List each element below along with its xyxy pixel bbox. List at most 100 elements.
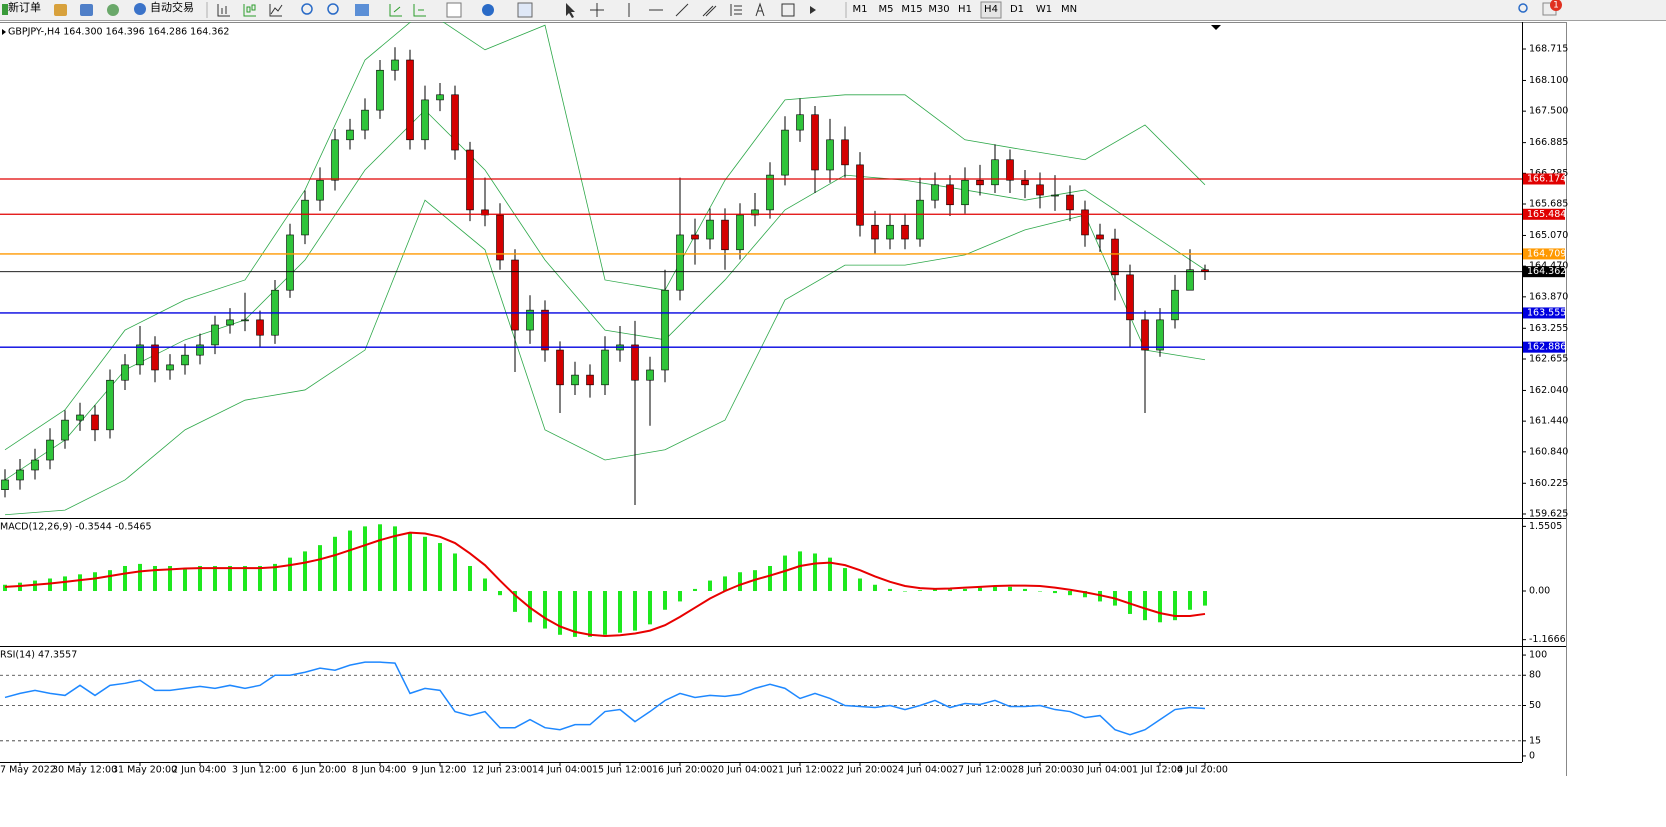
macd-bar (558, 591, 562, 635)
timeframe-button[interactable]: W1 (1036, 4, 1052, 15)
x-tick-label: 1 Jul 12:00 (1132, 765, 1183, 776)
x-tick-label: 22 Jun 20:00 (832, 765, 892, 776)
y-tick-label: 168.715 (1529, 44, 1568, 55)
candle-body (1036, 184, 1044, 196)
bar-chart-button[interactable] (217, 4, 230, 17)
candle-body (151, 344, 159, 371)
toolbar-icon[interactable] (80, 4, 93, 16)
x-tick-label: 6 Jun 20:00 (292, 765, 346, 776)
periods-button[interactable] (482, 4, 494, 16)
timeframe-button[interactable]: M15 (901, 4, 922, 15)
candle-body (46, 439, 54, 461)
toolbar-icon[interactable] (107, 4, 119, 16)
macd-bar (498, 591, 502, 596)
templates-button[interactable] (517, 2, 533, 18)
macd-bar (873, 584, 877, 592)
timeframe-button[interactable]: M5 (879, 4, 894, 15)
y-tick-label: 50 (1529, 700, 1541, 711)
macd-bar (288, 557, 292, 592)
price-level-label: 163.555 (1527, 307, 1566, 318)
x-tick-label: 12 Jun 23:00 (472, 765, 532, 776)
auto-trading-icon[interactable] (134, 3, 146, 15)
candle-body (1066, 194, 1074, 211)
crosshair-button[interactable] (590, 3, 604, 17)
macd-bar (63, 576, 67, 592)
autoscroll-button[interactable] (389, 4, 402, 17)
macd-bar (483, 578, 487, 592)
y-tick-label: 166.285 (1529, 168, 1568, 179)
candle-body (331, 139, 339, 181)
y-tick-label: 164.470 (1529, 261, 1568, 272)
toolbar-bg (0, 0, 1666, 20)
candle-body (826, 139, 834, 171)
macd-bar (633, 591, 637, 631)
candle-body (181, 354, 189, 366)
search-button[interactable] (1518, 3, 1528, 13)
timeframe-button[interactable]: D1 (1010, 4, 1024, 15)
macd-bar (693, 588, 697, 592)
candle-body (601, 349, 609, 386)
timeframe-button[interactable]: MN (1061, 4, 1077, 15)
candle-body (31, 459, 39, 471)
text-button[interactable] (755, 2, 765, 17)
new-order-icon[interactable] (2, 4, 8, 15)
macd-bar (303, 551, 307, 592)
zoom-in-button[interactable] (301, 3, 313, 15)
panel (0, 661, 1522, 742)
candle-body (1051, 194, 1059, 197)
line-chart-button[interactable] (269, 4, 283, 17)
x-tick-label: 2 Jun 04:00 (172, 765, 226, 776)
alert-badge[interactable] (1550, 0, 1562, 11)
y-tick-label: 168.100 (1529, 75, 1568, 86)
macd-bar (183, 568, 187, 592)
macd-signal (4, 531, 1206, 638)
trendline-button[interactable] (675, 3, 689, 17)
price-level-tag (1523, 208, 1565, 220)
x-tick-label: 31 May 20:00 (112, 765, 177, 776)
x-tick-label: 30 May 12:00 (52, 765, 117, 776)
macd-bar (648, 591, 652, 625)
x-tick-label: 8 Jun 04:00 (352, 765, 406, 776)
macd-bar (33, 580, 37, 592)
macd-bar (618, 591, 622, 633)
macd-bar (213, 565, 217, 592)
macd-bar (993, 586, 997, 592)
indicators-button[interactable] (446, 2, 462, 18)
timeframe-button[interactable]: H4 (984, 4, 998, 15)
bollinger-upper (4, 22, 1206, 451)
x-tick-label: 24 Jun 04:00 (892, 765, 952, 776)
candle-body (226, 319, 234, 326)
macd-bar (438, 543, 442, 592)
new-order-button[interactable]: 新订单 (8, 0, 41, 14)
cursor-button[interactable] (566, 3, 575, 18)
label-button[interactable] (781, 3, 795, 17)
arrows-button[interactable] (810, 6, 816, 14)
fibonacci-button[interactable] (730, 4, 742, 16)
tile-button[interactable] (355, 4, 369, 16)
macd-bar (843, 568, 847, 592)
candle-body (391, 59, 399, 71)
macd-bar (138, 563, 142, 592)
macd-bar (963, 588, 967, 592)
macd-bar (858, 578, 862, 592)
timeframe-button[interactable]: H1 (958, 4, 972, 15)
zoom-out-button[interactable] (327, 3, 339, 15)
y-tick-label: 167.500 (1529, 106, 1568, 117)
channel-button[interactable] (702, 5, 717, 17)
toolbar-icon[interactable] (54, 4, 67, 16)
timeframe-button[interactable]: M1 (853, 4, 868, 15)
candle-chart-button[interactable] (243, 4, 256, 17)
macd-bar (1008, 586, 1012, 592)
price-level-tag (1523, 248, 1565, 260)
y-tick-label: 160.840 (1529, 446, 1568, 457)
auto-trading-button[interactable]: 自动交易 (150, 0, 194, 14)
timeframe-button[interactable]: M30 (928, 4, 949, 15)
chart-shift-button[interactable] (413, 4, 426, 17)
x-tick-label: 27 Jun 12:00 (952, 765, 1012, 776)
candle-body (1126, 274, 1134, 321)
macd-bar (348, 530, 352, 592)
macd-bar (108, 570, 112, 592)
candle-body (196, 344, 204, 356)
macd-bar (723, 576, 727, 592)
candle-body (91, 414, 99, 431)
